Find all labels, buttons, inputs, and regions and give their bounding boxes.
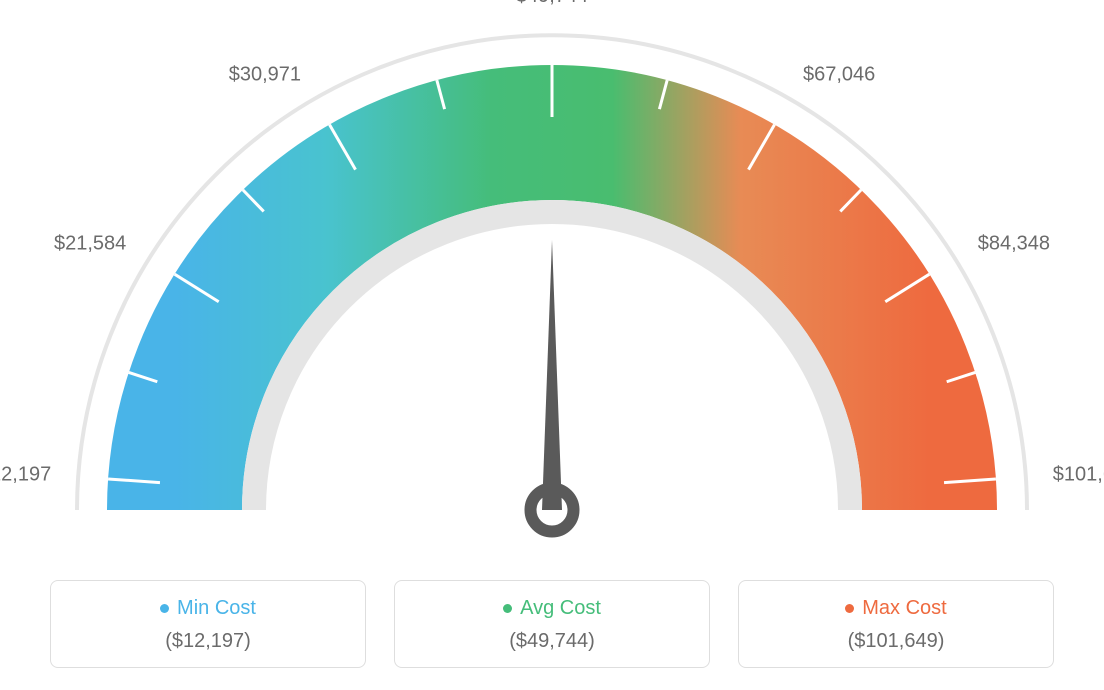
gauge-chart: $12,197 $21,584 $30,971 $49,744 $67,046 $84,3… xyxy=(0,0,1104,560)
legend-dot-icon xyxy=(160,604,169,613)
legend-title-text: Min Cost xyxy=(177,597,256,620)
legend-value-max: ($101,649) xyxy=(749,630,1043,653)
legend-card-avg: Avg Cost ($49,744) xyxy=(394,580,710,668)
gauge-svg xyxy=(0,0,1104,560)
legend-title-max: Max Cost xyxy=(845,597,946,620)
legend-row: Min Cost ($12,197) Avg Cost ($49,744) Ma… xyxy=(0,580,1104,668)
legend-value-min: ($12,197) xyxy=(61,630,355,653)
legend-dot-icon xyxy=(503,604,512,613)
legend-card-max: Max Cost ($101,649) xyxy=(738,580,1054,668)
legend-title-avg: Avg Cost xyxy=(503,597,601,620)
gauge-tick-label: $49,744 xyxy=(516,0,588,8)
gauge-tick-label: $21,584 xyxy=(54,232,126,255)
gauge-tick-label: $12,197 xyxy=(0,463,51,486)
gauge-tick-label: $30,971 xyxy=(229,64,301,87)
legend-value-avg: ($49,744) xyxy=(405,630,699,653)
legend-card-min: Min Cost ($12,197) xyxy=(50,580,366,668)
gauge-tick-label: $101,649 xyxy=(1053,463,1104,486)
legend-dot-icon xyxy=(845,604,854,613)
legend-title-text: Avg Cost xyxy=(520,597,601,620)
legend-title-text: Max Cost xyxy=(862,597,946,620)
legend-title-min: Min Cost xyxy=(160,597,256,620)
gauge-tick-label: $84,348 xyxy=(978,232,1050,255)
gauge-tick-label: $67,046 xyxy=(803,64,875,87)
